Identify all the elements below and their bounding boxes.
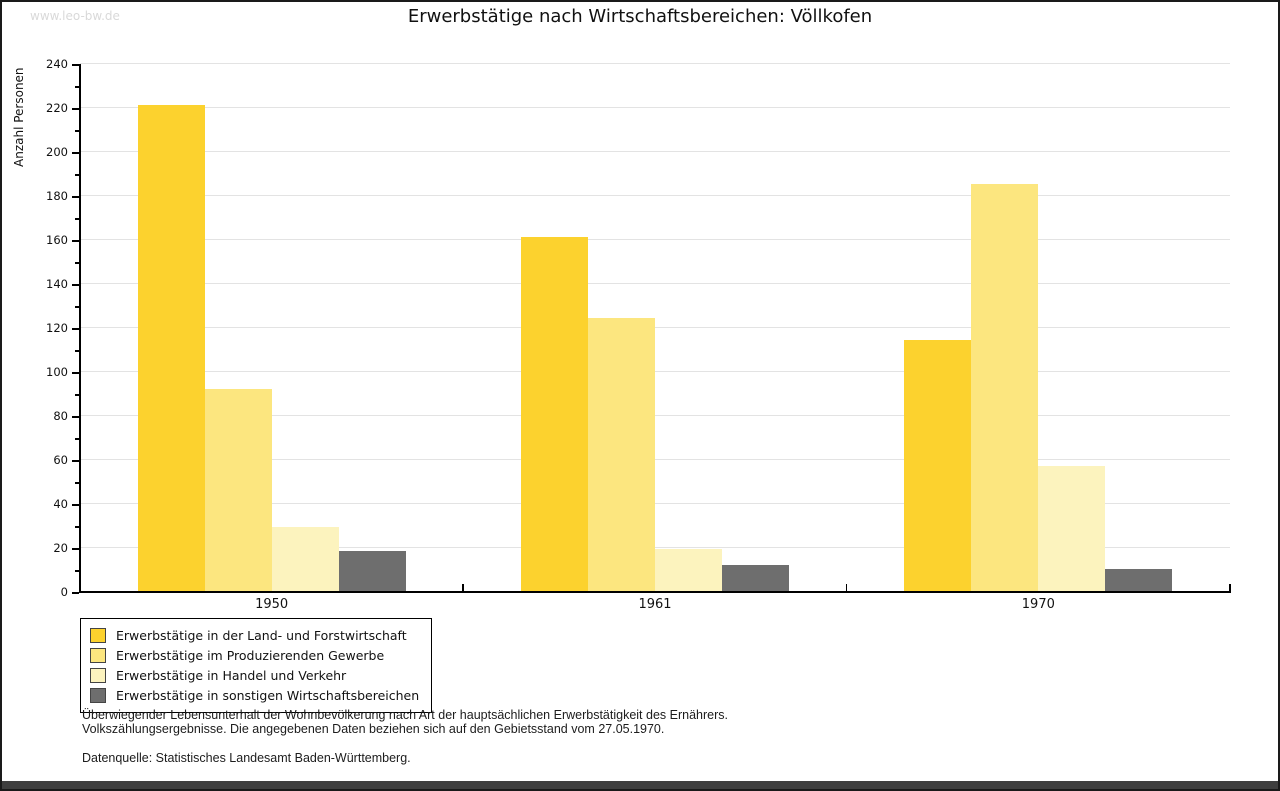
y-tick-major <box>72 196 79 198</box>
footer: Überwiegender Lebensunterhalt der Wohnbe… <box>82 708 728 766</box>
gridline-120 <box>80 327 1230 328</box>
x-category-label: 1970 <box>1021 597 1055 612</box>
y-tick-label: 40 <box>53 496 68 511</box>
y-tick-major <box>72 416 79 418</box>
y-tick-label: 220 <box>46 100 68 115</box>
y-tick-minor <box>75 570 79 572</box>
gridline-240 <box>80 63 1230 64</box>
legend-item: Erwerbstätige im Produzierenden Gewerbe <box>90 645 419 665</box>
y-tick-major <box>72 504 79 506</box>
legend-item: Erwerbstätige in sonstigen Wirtschaftsbe… <box>90 685 419 705</box>
footer-source: Datenquelle: Statistisches Landesamt Bad… <box>82 751 411 765</box>
legend-swatch-icon <box>90 627 106 643</box>
bar-1970-series-3 <box>1038 465 1106 591</box>
x-boundary-tick <box>462 584 464 592</box>
bar-1950-series-2 <box>204 388 272 591</box>
gridline-100 <box>80 371 1230 372</box>
y-tick-label: 0 <box>60 584 68 599</box>
footer-line-2: Volkszählungsergebnisse. Die angegebenen… <box>82 721 665 736</box>
legend: Erwerbstätige in der Land- und Forstwirt… <box>80 618 433 713</box>
watermark: www.leo-bw.de <box>30 9 120 23</box>
legend-swatch-icon <box>90 667 106 683</box>
y-tick-major <box>72 240 79 242</box>
y-tick-label: 60 <box>53 452 68 467</box>
x-category-label: 1950 <box>255 597 289 612</box>
y-tick-minor <box>75 394 79 396</box>
y-tick-label: 140 <box>46 276 68 291</box>
bar-1950-series-3 <box>271 527 339 591</box>
bar-1970-series-2 <box>971 184 1039 591</box>
y-tick-label: 160 <box>46 232 68 247</box>
y-tick-major <box>72 548 79 550</box>
y-tick-minor <box>75 218 79 220</box>
y-tick-major <box>72 592 79 594</box>
gridline-80 <box>80 415 1230 416</box>
gridline-60 <box>80 459 1230 460</box>
y-tick-label: 80 <box>53 408 68 423</box>
legend-label: Erwerbstätige in sonstigen Wirtschaftsbe… <box>116 687 420 703</box>
y-tick-minor <box>75 482 79 484</box>
legend-label: Erwerbstätige in Handel und Verkehr <box>116 667 347 683</box>
x-axis-line <box>79 591 1231 593</box>
y-axis-line <box>79 64 81 593</box>
y-tick-label: 180 <box>46 188 68 203</box>
window-bottom-edge <box>2 781 1278 789</box>
bar-1961-series-1 <box>521 236 588 591</box>
y-tick-minor <box>75 438 79 440</box>
y-tick-minor <box>75 174 79 176</box>
legend-swatch-icon <box>90 687 106 703</box>
legend-item: Erwerbstätige in Handel und Verkehr <box>90 665 419 685</box>
gridline-180 <box>80 195 1230 196</box>
y-tick-label: 240 <box>46 56 68 71</box>
bar-1961-series-3 <box>655 549 722 591</box>
y-tick-label: 120 <box>46 320 68 335</box>
y-tick-major <box>72 64 79 66</box>
y-tick-major <box>72 284 79 286</box>
y-tick-label: 100 <box>46 364 68 379</box>
bar-1961-series-2 <box>588 318 655 591</box>
footer-line-1: Überwiegender Lebensunterhalt der Wohnbe… <box>82 708 728 722</box>
legend-item: Erwerbstätige in der Land- und Forstwirt… <box>90 625 419 645</box>
y-tick-label: 20 <box>53 540 68 555</box>
x-boundary-tick <box>1229 584 1231 592</box>
chart-title: Erwerbstätige nach Wirtschaftsbereichen:… <box>407 6 873 27</box>
gridline-20 <box>80 547 1230 548</box>
y-tick-label: 200 <box>46 144 68 159</box>
legend-label: Erwerbstätige im Produzierenden Gewerbe <box>116 647 385 663</box>
y-tick-minor <box>75 262 79 264</box>
y-tick-minor <box>75 306 79 308</box>
legend-swatch-icon <box>90 647 106 663</box>
gridline-220 <box>80 107 1230 108</box>
y-axis-label: Anzahl Personen <box>12 67 26 167</box>
y-tick-major <box>72 372 79 374</box>
y-tick-minor <box>75 350 79 352</box>
legend-label: Erwerbstätige in der Land- und Forstwirt… <box>116 627 407 643</box>
x-category-label: 1961 <box>638 597 672 612</box>
gridline-40 <box>80 503 1230 504</box>
y-tick-major <box>72 460 79 462</box>
x-boundary-tick <box>845 584 848 592</box>
bar-1970-series-1 <box>904 340 972 591</box>
bar-1961-series-4 <box>722 564 789 591</box>
gridline-160 <box>80 239 1230 240</box>
bar-1970-series-4 <box>1105 569 1173 591</box>
y-tick-minor <box>75 130 79 132</box>
gridline-200 <box>80 151 1230 152</box>
plot-area: 0 20 40 60 80 100 120 140 160 180 200 220 240 1950 196… <box>46 57 1231 612</box>
bar-1950-series-4 <box>338 551 406 591</box>
y-tick-minor <box>75 526 79 528</box>
y-tick-major <box>72 108 79 110</box>
y-tick-major <box>72 328 79 330</box>
gridline-140 <box>80 283 1230 284</box>
y-tick-major <box>72 152 79 154</box>
y-tick-minor <box>75 86 79 88</box>
bar-1950-series-1 <box>137 104 205 591</box>
